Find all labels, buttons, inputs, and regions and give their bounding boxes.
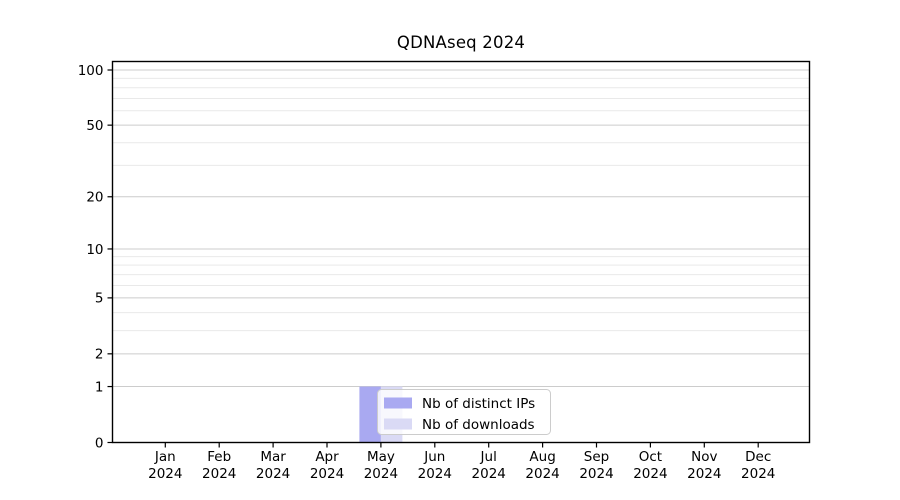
x-tick-label-month: Sep xyxy=(584,449,609,465)
legend-label: Nb of downloads xyxy=(422,417,535,433)
x-tick-label-year: 2024 xyxy=(202,466,236,482)
legend: Nb of distinct IPs Nb of downloads xyxy=(377,389,551,435)
x-tick-label-month: Mar xyxy=(260,449,286,465)
y-tick-label: 0 xyxy=(95,435,104,451)
y-tick-label: 10 xyxy=(86,242,103,258)
x-tick-label-month: Oct xyxy=(639,449,662,465)
y-tick-label: 50 xyxy=(86,118,103,134)
legend-box xyxy=(377,389,551,435)
x-tick-label-year: 2024 xyxy=(418,466,452,482)
y-tick-label: 20 xyxy=(86,190,103,206)
bar-distinct-ips xyxy=(359,386,381,443)
x-tick-label-month: Nov xyxy=(691,449,717,465)
plot-border xyxy=(111,60,811,444)
x-tick-label-year: 2024 xyxy=(579,466,613,482)
x-tick-label-month: Jan xyxy=(154,449,176,465)
y-tick-label: 2 xyxy=(95,347,104,363)
y-tick-label: 1 xyxy=(95,379,104,395)
x-tick-label-month: Aug xyxy=(529,449,555,465)
x-tick-label-year: 2024 xyxy=(472,466,506,482)
y-tick-label: 100 xyxy=(78,63,104,79)
x-tick-label-month: May xyxy=(367,449,395,465)
x-tick-label-month: Feb xyxy=(207,449,231,465)
x-tick-label-month: Apr xyxy=(315,449,339,465)
x-tick-label-year: 2024 xyxy=(687,466,721,482)
x-tick-label-year: 2024 xyxy=(364,466,398,482)
x-tick-label-year: 2024 xyxy=(525,466,559,482)
x-tick-label-year: 2024 xyxy=(310,466,344,482)
x-tick-label-year: 2024 xyxy=(148,466,182,482)
legend-swatch xyxy=(384,418,412,430)
x-tick-label-month: Dec xyxy=(745,449,771,465)
x-tick-label-month: Jul xyxy=(480,449,497,465)
x-tick-label-year: 2024 xyxy=(741,466,775,482)
x-tick-label-year: 2024 xyxy=(256,466,290,482)
x-tick-label-year: 2024 xyxy=(633,466,667,482)
chart-title: QDNAseq 2024 xyxy=(396,33,526,52)
legend-swatch xyxy=(384,397,412,409)
x-tick-label-month: Jun xyxy=(423,449,445,465)
y-tick-label: 5 xyxy=(95,291,104,307)
legend-label: Nb of distinct IPs xyxy=(422,396,535,412)
